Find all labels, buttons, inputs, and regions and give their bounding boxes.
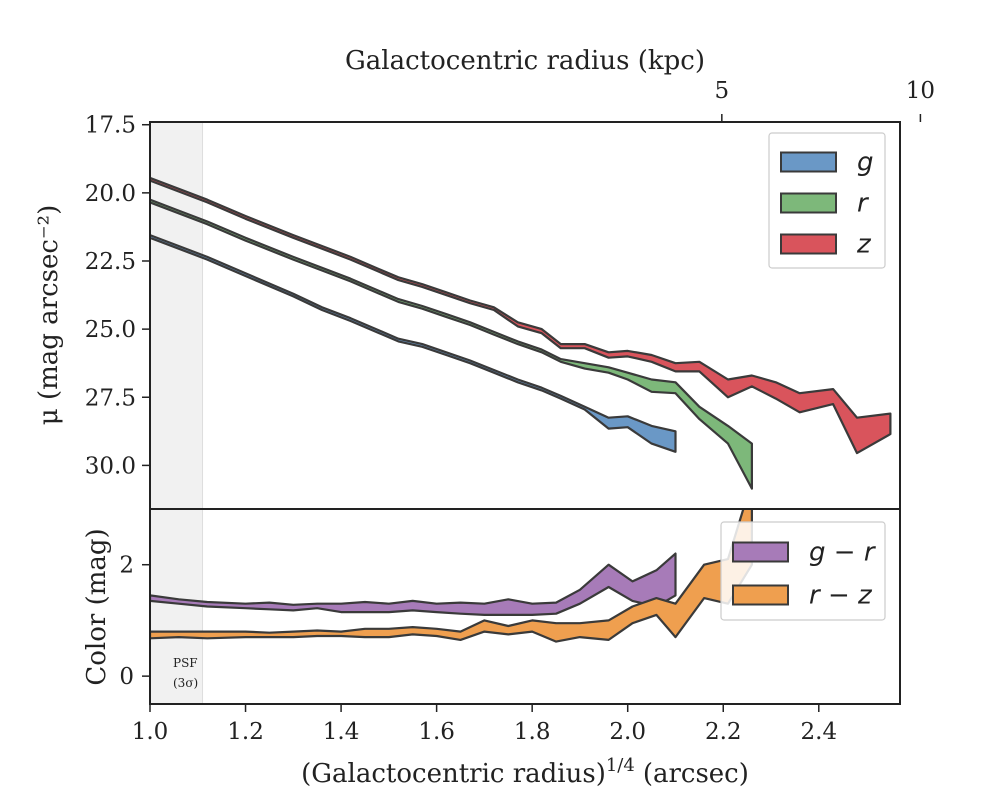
top-legend-swatch-2 [780, 233, 837, 255]
bottom-x-tick-label: 2.2 [705, 719, 742, 745]
top-axis-title: Galactocentric radius (kpc) [345, 46, 705, 76]
bottom-x-tick-label: 1.6 [418, 719, 455, 745]
x-axis-title-base: (Galactocentric radius) [301, 759, 606, 789]
bottom-legend-swatch-1 [732, 584, 789, 606]
top-y-tick-label: 27.5 [85, 385, 136, 411]
x-axis-title-exponent: 1/4 [606, 755, 635, 776]
bottom-x-tick-label: 2.4 [801, 719, 838, 745]
bottom-x-tick-label: 1.8 [514, 719, 551, 745]
psf-shaded-region-bottom [150, 509, 203, 704]
top-legend-swatch-1 [780, 192, 837, 214]
band-g [150, 234, 677, 453]
top-y-tick-label: 17.5 [85, 113, 136, 139]
band-g−r [150, 552, 677, 616]
band-r [150, 198, 753, 490]
top-legend-label-1: r [857, 189, 870, 219]
psf-shaded-region-top [150, 122, 203, 509]
psf-annotation-sigma: (3σ) [173, 676, 198, 690]
top-x-tick-label: 5 [715, 78, 730, 104]
top-legend-label-2: z [856, 230, 872, 260]
top-y-tick-label: 20.0 [85, 181, 136, 207]
bottom-x-tick-label: 1.4 [323, 719, 360, 745]
top-y-tick-label: 30.0 [85, 453, 136, 479]
top-x-tick-label: 10 [906, 78, 935, 104]
color-panel: 0 2 1.0 1.2 1.4 1.6 1.8 2.0 2.2 2.4 g − r r − z [119, 508, 901, 745]
bottom-y-tick-label: 0 [119, 664, 134, 690]
band-z [150, 176, 892, 455]
bottom-x-tick-label: 2.0 [609, 719, 646, 745]
top-y-tick-label: 22.5 [85, 249, 136, 275]
bottom-legend-label-1: r − z [809, 581, 873, 611]
band-r−z [150, 509, 753, 643]
top-legend-label-0: g [857, 148, 874, 178]
bottom-x-tick-label: 1.2 [227, 719, 264, 745]
bottom-x-tick-label: 1.0 [132, 719, 169, 745]
bottom-y-tick-label: 2 [119, 553, 134, 579]
top-y-axis-title: μ (mag arcsec⁻²) [34, 205, 64, 425]
bottom-panel-frame [149, 508, 901, 705]
surface-brightness-panel: 17.520.022.525.027.530.05102030507510015… [85, 78, 935, 510]
x-axis-title-unit: (arcsec) [643, 759, 749, 789]
top-y-tick-label: 25.0 [85, 317, 136, 343]
top-legend-swatch-0 [780, 151, 837, 173]
psf-annotation: PSF [173, 656, 198, 670]
bottom-y-axis-title: Color (mag) [82, 528, 112, 685]
bottom-legend-label-0: g − r [809, 538, 877, 568]
bottom-x-axis-title: (Galactocentric radius)1/4 (arcsec) [301, 755, 749, 789]
bottom-legend-swatch-0 [732, 541, 789, 563]
